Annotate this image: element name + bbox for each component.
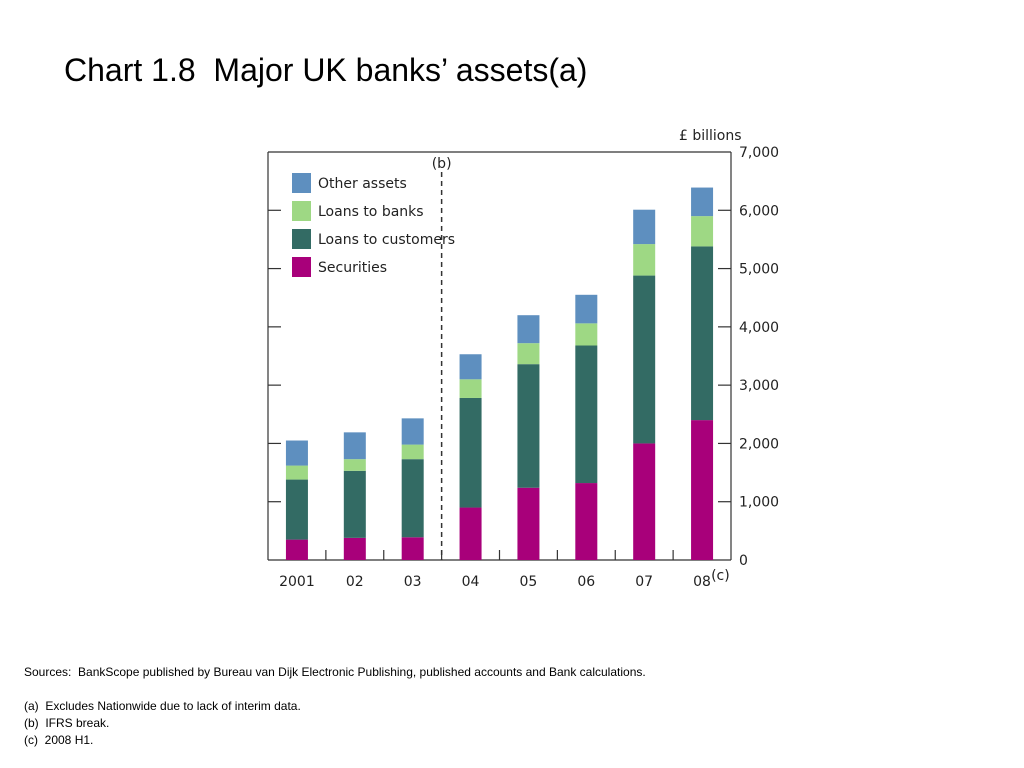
chart-notes: Sources: BankScope published by Bureau v… bbox=[24, 664, 646, 749]
bar-2001-loans-to-banks bbox=[285, 465, 308, 480]
legend-swatch-loans-to-banks bbox=[292, 201, 311, 221]
x-tick-label-04: 04 bbox=[462, 574, 480, 590]
bar-04-securities bbox=[459, 507, 482, 560]
bar-08-other-assets bbox=[691, 187, 714, 217]
bar-02-loans-to-customers bbox=[343, 470, 366, 538]
y-tick-label-5000: 5,000 bbox=[739, 262, 779, 278]
legend-swatch-other-assets bbox=[292, 173, 311, 193]
legend-swatch-loans-to-customers bbox=[292, 229, 311, 249]
bar-05-other-assets bbox=[517, 315, 540, 344]
bar-04-loans-to-customers bbox=[459, 397, 482, 508]
bar-03-securities bbox=[401, 537, 424, 560]
x-tick-label-05: 05 bbox=[520, 574, 538, 590]
sources-note: Sources: BankScope published by Bureau v… bbox=[24, 665, 646, 679]
x-tick-label-07: 07 bbox=[635, 574, 653, 590]
footnote-a: (a) Excludes Nationwide due to lack of i… bbox=[24, 699, 301, 713]
bar-08-loans-to-customers bbox=[691, 246, 714, 421]
y-tick-label-4000: 4,000 bbox=[739, 320, 779, 336]
bar-2001-loans-to-customers bbox=[285, 479, 308, 540]
bar-07-loans-to-banks bbox=[633, 244, 656, 276]
page-title: Chart 1.8 Major UK banks’ assets(a) bbox=[64, 52, 588, 88]
legend: Other assets Loans to banks Loans to custo… bbox=[292, 173, 455, 277]
y-tick-label-2000: 2,000 bbox=[739, 436, 779, 452]
bar-02-securities bbox=[343, 537, 366, 560]
bar-08-securities bbox=[691, 420, 714, 560]
bar-03-other-assets bbox=[401, 418, 424, 445]
y-tick-label-7000: 7,000 bbox=[739, 145, 779, 161]
bar-02-other-assets bbox=[343, 432, 366, 460]
footnote-c: (c) 2008 H1. bbox=[24, 733, 94, 747]
bar-2001-securities bbox=[285, 539, 308, 560]
legend-swatch-securities bbox=[292, 257, 311, 277]
x-tick-label-06: 06 bbox=[577, 574, 595, 590]
x-tick-label-08: 08 bbox=[693, 574, 711, 590]
bar-05-loans-to-banks bbox=[517, 343, 540, 365]
legend-label-securities: Securities bbox=[318, 260, 387, 276]
footnote-b: (b) IFRS break. bbox=[24, 716, 110, 730]
legend-label-other-assets: Other assets bbox=[318, 176, 407, 192]
ifrs-break-marker: (b) bbox=[432, 156, 452, 560]
bar-07-other-assets bbox=[633, 209, 656, 245]
bar-06-loans-to-customers bbox=[575, 345, 598, 484]
y-axis-unit-label: £ billions bbox=[679, 128, 742, 144]
x-tick-label-02: 02 bbox=[346, 574, 364, 590]
bars bbox=[285, 187, 714, 560]
bar-08-loans-to-banks bbox=[691, 216, 714, 247]
ifrs-break-label: (b) bbox=[432, 156, 452, 172]
bar-06-loans-to-banks bbox=[575, 323, 598, 346]
y-tick-label-6000: 6,000 bbox=[739, 203, 779, 219]
x-axis: 2001 02 03 04 05 06 07 08 (c) bbox=[279, 550, 730, 590]
bar-06-other-assets bbox=[575, 294, 598, 324]
bar-07-securities bbox=[633, 443, 656, 560]
bar-02-loans-to-banks bbox=[343, 459, 366, 471]
bar-06-securities bbox=[575, 483, 598, 560]
bar-07-loans-to-customers bbox=[633, 275, 656, 444]
x-tick-label-03: 03 bbox=[404, 574, 422, 590]
legend-label-loans-to-customers: Loans to customers bbox=[318, 232, 455, 248]
x-tick-label-2001: 2001 bbox=[279, 574, 315, 590]
bar-05-loans-to-customers bbox=[517, 364, 540, 488]
x-tick-suffix-08: (c) bbox=[711, 568, 730, 584]
y-tick-label-3000: 3,000 bbox=[739, 378, 779, 394]
bar-2001-other-assets bbox=[285, 440, 308, 466]
legend-label-loans-to-banks: Loans to banks bbox=[318, 204, 424, 220]
y-axis: 0 1,000 2,000 3,000 4,000 5,000 6,000 7,000 bbox=[268, 145, 779, 569]
y-tick-label-0: 0 bbox=[739, 553, 748, 569]
bar-04-loans-to-banks bbox=[459, 379, 482, 398]
bar-04-other-assets bbox=[459, 354, 482, 380]
y-tick-label-1000: 1,000 bbox=[739, 495, 779, 511]
bar-05-securities bbox=[517, 487, 540, 560]
bar-03-loans-to-customers bbox=[401, 459, 424, 538]
stacked-bar-chart: 0 1,000 2,000 3,000 4,000 5,000 6,000 7,000 200… bbox=[267, 128, 779, 590]
bar-03-loans-to-banks bbox=[401, 444, 424, 460]
